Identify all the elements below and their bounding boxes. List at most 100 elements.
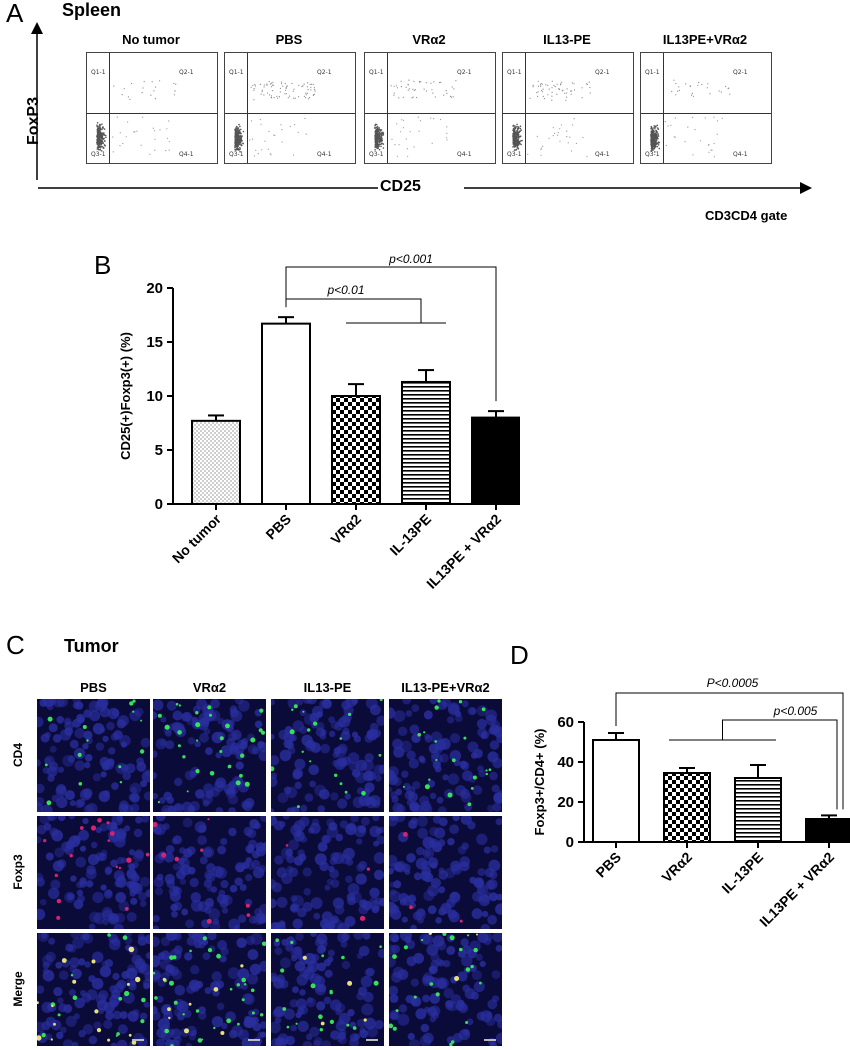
flow-plot-title: IL13PE+VRα2: [662, 32, 748, 47]
micrograph: [271, 933, 384, 1046]
quadrant-label: Q4-1: [317, 151, 332, 158]
bar: [331, 395, 381, 505]
panel-c-letter: C: [6, 630, 25, 660]
quadrant-label: Q3-1: [507, 151, 522, 158]
micrograph: [153, 816, 266, 929]
micrograph: [37, 816, 150, 929]
micrograph-cells: [153, 699, 266, 812]
flow-plot: Q1-1 Q2-1 Q3-1 Q4-1: [640, 52, 772, 164]
bar: [734, 777, 782, 843]
micrograph-cells: [153, 933, 266, 1046]
y-tick-label: 20: [146, 280, 163, 297]
y-axis-label: CD25(+)Foxp3(+) (%): [118, 332, 133, 460]
scale-bar: [132, 1039, 144, 1041]
x-tick-label: VRα2: [327, 511, 364, 548]
micrograph: [271, 699, 384, 812]
quadrant-label: Q2-1: [317, 69, 332, 76]
micrograph: [37, 933, 150, 1046]
panel-d-letter: D: [510, 640, 529, 670]
quadrant-label: Q3-1: [369, 151, 384, 158]
flow-plot: Q1-1 Q2-1 Q3-1 Q4-1: [502, 52, 634, 164]
gate-line: [109, 53, 110, 163]
micrograph-cells: [37, 816, 150, 929]
quadrant-label: Q3-1: [229, 151, 244, 158]
quadrant-label: Q1-1: [645, 69, 660, 76]
micrograph-cells: [37, 933, 150, 1046]
gate-line: [247, 53, 248, 163]
flow-dots: [512, 80, 591, 157]
scale-bar: [484, 1039, 496, 1041]
bar: [663, 772, 711, 843]
quadrant-label: Q1-1: [91, 69, 106, 76]
gate-line: [503, 113, 633, 114]
micrograph-column-title: IL13-PE: [303, 680, 352, 695]
panel-a-y-axis: [31, 22, 43, 180]
y-tick-label: 0: [566, 834, 574, 851]
flow-dots: [234, 80, 316, 157]
micrograph-column-title: VRα2: [192, 680, 227, 695]
panel-d-chart: 0 20 40 60 Foxp3+/CD4+ (%) PBS VRα2 IL-13PEIL13…: [532, 676, 850, 930]
micrograph-row-label: CD4: [11, 742, 25, 767]
x-tick-label: IL-13PE: [718, 849, 766, 897]
y-tick-label: 0: [155, 496, 163, 513]
bar: [471, 416, 520, 506]
panel-b-chart: 0 5 10 15 20 CD25(+)Foxp3(+) (%) No tumor PBS VR…: [118, 252, 520, 592]
significance-bracket: [722, 719, 838, 810]
micrograph-cells: [271, 816, 384, 929]
flow-plot-title: PBS: [275, 32, 303, 47]
x-tick-label: PBS: [592, 849, 624, 881]
micrograph-column-title: PBS: [80, 680, 107, 695]
gate-line: [663, 53, 664, 163]
y-tick-label: 5: [155, 442, 163, 459]
micrograph: [389, 816, 502, 929]
flow-dots: [374, 79, 457, 157]
micrograph: [153, 933, 266, 1046]
micrograph-column-title: IL13-PE+VRα2: [401, 680, 490, 695]
significance-bracket: [285, 266, 497, 402]
panel-a-x-label: CD25: [380, 178, 421, 195]
micrograph-cells: [153, 816, 266, 929]
y-tick-label: 40: [557, 754, 574, 771]
y-tick-label: 15: [146, 334, 163, 351]
flow-plot-title: No tumor: [122, 32, 180, 47]
significance-bracket: [285, 298, 422, 323]
micrograph-cells: [271, 933, 384, 1046]
bar: [592, 739, 640, 843]
y-tick-label: 10: [146, 388, 163, 405]
quadrant-label: Q1-1: [229, 69, 244, 76]
micrograph-cells: [37, 699, 150, 812]
panel-b-letter: B: [94, 250, 112, 280]
quadrant-label: Q4-1: [595, 151, 610, 158]
gate-line: [641, 113, 771, 114]
flow-plot: Q1-1 Q2-1 Q3-1 Q4-1: [86, 52, 218, 164]
quadrant-label: Q2-1: [595, 69, 610, 76]
micrograph: [389, 933, 502, 1046]
quadrant-label: Q4-1: [733, 151, 748, 158]
panel-a-y-label: FoxP3: [25, 97, 42, 146]
flow-dots: [650, 79, 731, 158]
y-tick-label: 20: [557, 794, 574, 811]
quadrant-label: Q4-1: [179, 151, 194, 158]
p-value-label: p<0.001: [388, 252, 433, 266]
flow-plot-title: VRα2: [412, 32, 446, 47]
gate-line: [87, 113, 217, 114]
quadrant-label: Q4-1: [457, 151, 472, 158]
panel-a-title: Spleen: [62, 0, 122, 20]
bar: [805, 818, 850, 843]
micrograph: [37, 699, 150, 812]
panel-c-title: Tumor: [64, 636, 119, 656]
micrograph-row-label: Foxp3: [11, 853, 25, 890]
flow-plot: Q1-1 Q2-1 Q3-1 Q4-1: [364, 52, 496, 164]
quadrant-label: Q1-1: [369, 69, 384, 76]
quadrant-label: Q2-1: [179, 69, 194, 76]
x-tick-label: IL13PE + VRα2: [756, 849, 837, 930]
significance-bracket: [615, 692, 844, 810]
flow-plot: Q1-1 Q2-1 Q3-1 Q4-1: [224, 52, 356, 164]
panel-a-x-axis: [38, 182, 812, 194]
gate-line: [387, 53, 388, 163]
micrograph-cells: [389, 933, 502, 1046]
quadrant-label: Q3-1: [645, 151, 660, 158]
p-value-label: P<0.0005: [707, 676, 759, 690]
x-tick-label: VRα2: [658, 849, 695, 886]
quadrant-label: Q2-1: [457, 69, 472, 76]
